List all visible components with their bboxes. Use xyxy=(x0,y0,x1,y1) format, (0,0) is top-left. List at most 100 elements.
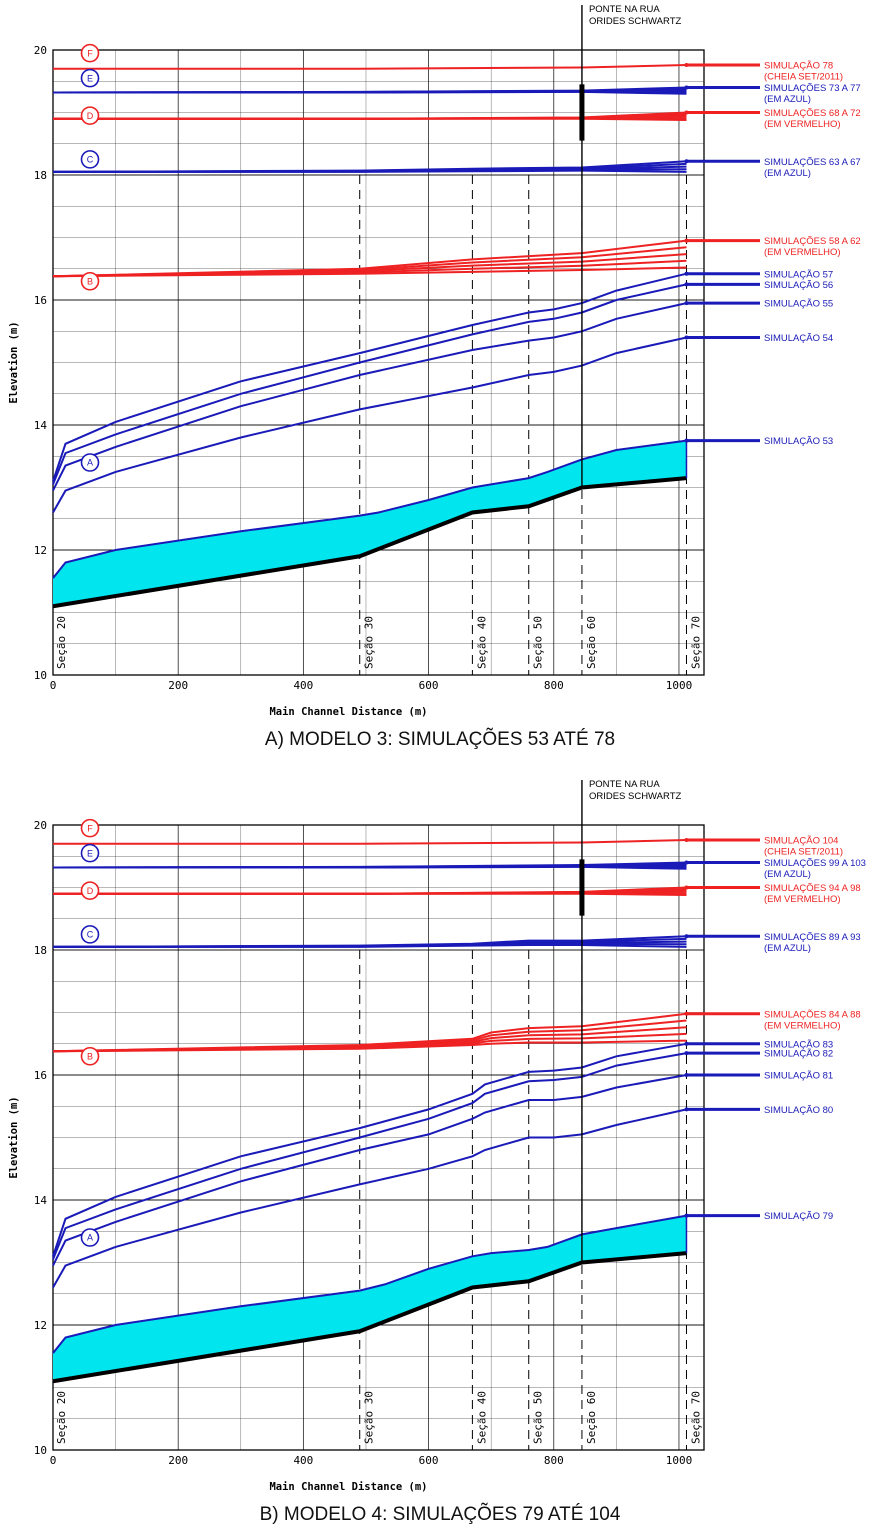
series-label: SIMULAÇÕES 58 A 62 xyxy=(764,236,861,247)
group-marker-letter: F xyxy=(87,48,93,58)
series-10: SIMULAÇÃO 78(CHEIA SET/2011) xyxy=(53,61,843,83)
series-label: SIMULAÇÃO 80 xyxy=(764,1105,833,1116)
chart-caption: A) MODELO 3: SIMULAÇÕES 53 ATÉ 78 xyxy=(265,728,615,750)
group-marker-letter: C xyxy=(87,155,94,165)
group-marker-letter: B xyxy=(87,276,93,286)
group-marker-letter: B xyxy=(87,1051,93,1061)
x-axis-label: Main Channel Distance (m) xyxy=(269,1481,427,1493)
series-line xyxy=(52,302,687,492)
bridge-label: ORIDES SCHWARTZ xyxy=(589,791,682,802)
group-marker-circle xyxy=(80,818,100,838)
series-9: SIMULAÇÕES 73 A 77(EM AZUL) xyxy=(52,83,861,105)
series-2: SIMULAÇÃO 54 xyxy=(52,333,833,513)
section-label: Seção 60 xyxy=(585,1391,598,1444)
series-label: SIMULAÇÃO 56 xyxy=(764,280,833,291)
bridge-deck xyxy=(579,84,585,141)
series-3: SIMULAÇÃO 55 xyxy=(52,299,833,492)
group-marker-letter: D xyxy=(87,886,94,896)
plot-frame xyxy=(52,49,705,676)
plot-frame xyxy=(52,824,705,1451)
series-line xyxy=(52,283,687,485)
group-marker-circle xyxy=(80,925,100,944)
section-label: Seção 50 xyxy=(532,616,545,669)
series-line xyxy=(52,272,687,482)
series-4: SIMULAÇÃO 82 xyxy=(52,1049,833,1260)
x-tick-label: 400 xyxy=(293,679,313,692)
series-label: SIMULAÇÃO 54 xyxy=(764,333,833,344)
series-1: SIMULAÇÃO 79 xyxy=(52,1211,833,1354)
series-sublabel: (EM AZUL) xyxy=(764,869,811,880)
series-5: SIMULAÇÃO 57 xyxy=(52,269,833,482)
group-marker-circle xyxy=(80,68,100,88)
series-label: SIMULAÇÃO 57 xyxy=(764,269,833,280)
series-label: SIMULAÇÕES 73 A 77 xyxy=(764,83,861,94)
series-label: SIMULAÇÃO 82 xyxy=(764,1049,833,1060)
group-marker-circle xyxy=(80,43,100,63)
section-label: Seção 30 xyxy=(363,1391,376,1444)
y-tick-label: 14 xyxy=(34,419,48,432)
series-label: SIMULAÇÃO 81 xyxy=(764,1071,833,1082)
y-tick-label: 10 xyxy=(34,669,47,682)
group-marker-letter: F xyxy=(87,823,93,833)
y-tick-label: 18 xyxy=(34,944,47,957)
series-label: SIMULAÇÕES 99 A 103 xyxy=(764,858,866,869)
x-tick-label: 800 xyxy=(544,679,564,692)
x-tick-label: 1000 xyxy=(666,679,693,692)
series-3: SIMULAÇÃO 81 xyxy=(52,1071,833,1267)
series-sublabel: (EM VERMELHO) xyxy=(764,119,841,130)
section-label: Seção 30 xyxy=(363,616,376,669)
series-7: SIMULAÇÕES 63 A 67(EM AZUL) xyxy=(52,157,861,179)
x-tick-label: 0 xyxy=(50,1454,57,1467)
series-line xyxy=(52,160,687,173)
y-tick-label: 20 xyxy=(34,44,47,57)
y-axis-label: Elevation (m) xyxy=(8,321,20,403)
section-label: Seção 60 xyxy=(585,616,598,669)
series-sublabel: (EM AZUL) xyxy=(764,94,811,105)
series-sublabel: (CHEIA SET/2011) xyxy=(764,847,843,858)
water-area xyxy=(53,1215,687,1382)
group-marker-letter: A xyxy=(87,458,93,468)
group-marker-circle xyxy=(80,843,100,863)
series-9: SIMULAÇÕES 99 A 103(EM AZUL) xyxy=(52,858,866,880)
series-label: SIMULAÇÕES 63 A 67 xyxy=(764,157,861,168)
group-marker-circle xyxy=(80,150,100,169)
y-tick-label: 12 xyxy=(34,544,47,557)
series-sublabel: (EM VERMELHO) xyxy=(764,894,841,905)
group-marker-letter: C xyxy=(87,930,94,940)
series-sublabel: (EM AZUL) xyxy=(764,168,811,179)
series-sublabel: (CHEIA SET/2011) xyxy=(764,72,843,83)
series-line xyxy=(52,1042,687,1257)
y-tick-label: 14 xyxy=(34,1194,48,1207)
x-tick-label: 200 xyxy=(168,1454,188,1467)
y-tick-label: 16 xyxy=(34,294,47,307)
x-tick-label: 200 xyxy=(168,679,188,692)
x-axis-label: Main Channel Distance (m) xyxy=(269,706,427,718)
series-line xyxy=(52,1214,687,1354)
series-label: SIMULAÇÃO 78 xyxy=(764,61,833,72)
series-label: SIMULAÇÕES 84 A 88 xyxy=(764,1009,861,1020)
section-label: Seção 50 xyxy=(532,1391,545,1444)
chart-caption: B) MODELO 4: SIMULAÇÕES 79 ATÉ 104 xyxy=(260,1503,621,1525)
series-8: SIMULAÇÕES 68 A 72(EM VERMELHO) xyxy=(53,108,861,130)
series-label: SIMULAÇÃO 55 xyxy=(764,299,833,310)
bridge-label: ORIDES SCHWARTZ xyxy=(589,16,682,27)
series-line xyxy=(52,935,687,948)
section-label: Seção 70 xyxy=(689,1391,702,1444)
series-label: SIMULAÇÃO 53 xyxy=(764,436,833,447)
group-marker-circle xyxy=(80,453,100,472)
y-tick-label: 10 xyxy=(34,1444,47,1457)
y-tick-label: 12 xyxy=(34,1319,47,1332)
series-line xyxy=(52,1052,687,1260)
series-line xyxy=(52,86,687,94)
series-line xyxy=(53,839,687,845)
series-5: SIMULAÇÃO 83 xyxy=(52,1039,833,1257)
section-label: Seção 40 xyxy=(475,616,488,669)
group-marker-circle xyxy=(80,1228,100,1247)
bridge-label: PONTE NA RUA xyxy=(589,779,660,790)
series-4: SIMULAÇÃO 56 xyxy=(52,280,833,485)
series-label: SIMULAÇÕES 89 A 93 xyxy=(764,932,861,943)
section-label: Seção 20 xyxy=(55,616,68,669)
